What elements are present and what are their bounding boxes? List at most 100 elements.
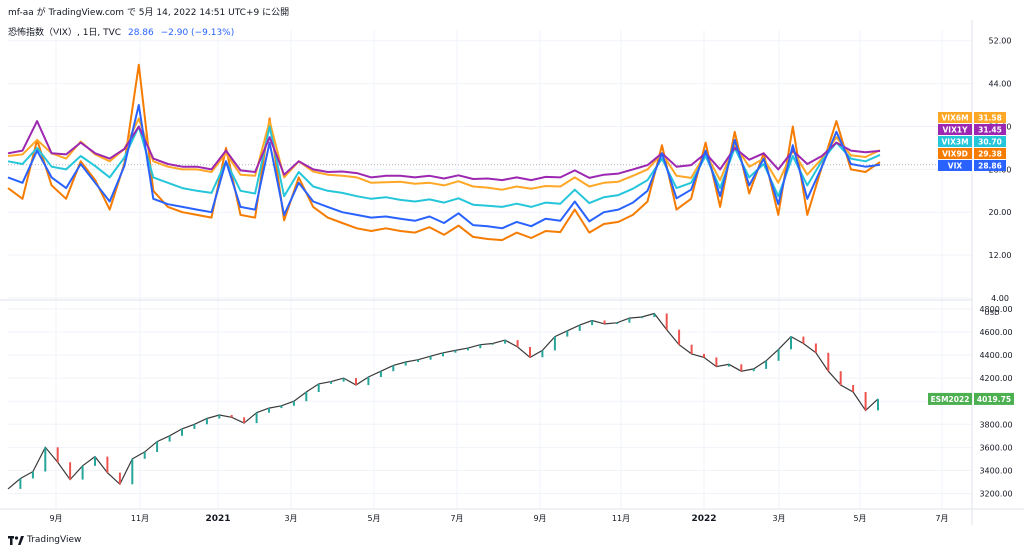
es-candle bbox=[864, 392, 867, 411]
es-y-tick-label: 4400.00 bbox=[979, 351, 1012, 360]
es-y-tick-label: 3200.00 bbox=[979, 489, 1012, 498]
series-value-label: 31.58 bbox=[978, 114, 1002, 123]
es-candle bbox=[131, 458, 134, 485]
es-candle bbox=[442, 352, 444, 357]
es-tag-name: ESM2022 bbox=[931, 395, 970, 404]
x-tick-label: 5月 bbox=[853, 514, 866, 523]
symbol-legend: 恐怖指数（VIX）, 1日, TVC 28.86 −2.90 (−9.13%) bbox=[8, 25, 234, 38]
vix-plot bbox=[7, 63, 881, 242]
vix-y-tick-label: 12.00 bbox=[989, 251, 1012, 260]
es-candle bbox=[230, 415, 233, 418]
publish-info: mf-aa が TradingView.com で 5月 14, 2022 14… bbox=[8, 8, 290, 18]
x-tick-label: 5月 bbox=[367, 514, 380, 523]
symbol-change: −2.90 (−9.13%) bbox=[160, 28, 235, 38]
tradingview-logo-icon bbox=[8, 535, 24, 545]
es-plot bbox=[7, 312, 879, 490]
es-candle bbox=[578, 325, 581, 331]
x-tick-label: 2021 bbox=[205, 514, 230, 524]
es-candle bbox=[342, 378, 345, 382]
es-candle bbox=[640, 317, 643, 319]
es-candle bbox=[106, 456, 109, 473]
series-tag-vix bbox=[938, 160, 972, 171]
series-value-label: 29.38 bbox=[978, 150, 1002, 159]
es-candle bbox=[628, 318, 631, 323]
es-candle bbox=[181, 428, 183, 436]
es-candle bbox=[379, 371, 382, 377]
es-candle bbox=[740, 364, 743, 372]
x-tick-label: 11月 bbox=[131, 514, 149, 523]
es-y-tick-label: 3600.00 bbox=[979, 443, 1012, 452]
es-candle bbox=[765, 360, 768, 369]
x-tick-label: 11月 bbox=[612, 514, 630, 523]
es-candle bbox=[317, 383, 320, 392]
es-candle bbox=[392, 365, 395, 372]
series-line-vix1y bbox=[7, 120, 881, 182]
es-candle bbox=[355, 378, 357, 385]
es-candle bbox=[566, 330, 569, 337]
es-candle bbox=[31, 471, 34, 479]
axes: 9月 11月 2021 3月 5月 7月 9月 11月 2022 3月 5月 7月 4.00 12.00 2… bbox=[0, 20, 1024, 525]
es-candle bbox=[69, 462, 72, 480]
es-candle bbox=[193, 424, 196, 429]
es-candle bbox=[56, 447, 59, 463]
es-candle bbox=[553, 336, 556, 351]
es-candle bbox=[678, 329, 681, 345]
es-y-tick-label: 3800.00 bbox=[979, 420, 1012, 429]
x-tick-label: 7月 bbox=[450, 514, 463, 523]
es-candle bbox=[839, 371, 842, 385]
es-candle bbox=[118, 472, 121, 485]
series-value-tag-vix1y bbox=[974, 124, 1006, 135]
es-candle bbox=[305, 392, 308, 402]
es-candle bbox=[777, 349, 780, 361]
es-candle bbox=[727, 364, 730, 367]
series-line-vix bbox=[7, 104, 881, 230]
x-tick-label: 3月 bbox=[284, 514, 297, 523]
vix-y-tick-label: 4.00 bbox=[991, 294, 1009, 303]
es-y-tick-label: 4600.00 bbox=[979, 328, 1012, 337]
es-candle bbox=[516, 340, 519, 347]
es-candle bbox=[94, 456, 96, 466]
es-candle bbox=[255, 412, 258, 424]
grid-lines bbox=[8, 30, 972, 509]
series-tag-vix3m bbox=[938, 136, 972, 147]
x-tick-label: 9月 bbox=[533, 514, 546, 523]
es-candle bbox=[280, 405, 283, 409]
series-tag-name: VIX6M bbox=[941, 114, 968, 123]
series-value-tag-vix6m bbox=[974, 112, 1006, 123]
series-value-tag-vix9d bbox=[974, 148, 1006, 159]
es-candle bbox=[367, 377, 370, 386]
es-candle bbox=[529, 347, 531, 358]
es-candle bbox=[429, 356, 432, 360]
es-candle bbox=[268, 408, 270, 413]
es-candle bbox=[814, 343, 817, 353]
series-tag-name: VIX bbox=[948, 162, 963, 171]
es-candle bbox=[466, 348, 469, 351]
es-candle bbox=[81, 465, 84, 480]
series-value-label: 30.70 bbox=[978, 138, 1002, 147]
es-candle bbox=[665, 313, 668, 330]
es-candle bbox=[504, 340, 507, 344]
es-candle bbox=[404, 362, 407, 366]
es-candle bbox=[715, 357, 718, 367]
series-tag-name: VIX3M bbox=[941, 138, 968, 147]
series-line-vix6m bbox=[7, 117, 881, 191]
es-candle bbox=[653, 313, 656, 317]
es-candle bbox=[690, 344, 693, 354]
es-candle bbox=[44, 447, 47, 472]
es-candle bbox=[143, 451, 146, 459]
vix-y-tick-label: 44.00 bbox=[989, 80, 1012, 89]
es-candle bbox=[603, 320, 606, 324]
series-value-label: 31.45 bbox=[978, 126, 1002, 135]
series-tag-name: VIX9D bbox=[942, 150, 968, 159]
footer-brand: TradingView bbox=[8, 535, 81, 545]
es-candle bbox=[479, 344, 482, 349]
es-y-tick-label: 3400.00 bbox=[979, 466, 1012, 475]
es-candle bbox=[877, 398, 879, 411]
es-candle bbox=[330, 381, 333, 384]
series-line-vix9d bbox=[7, 63, 881, 242]
series-tag-vix1y bbox=[938, 124, 972, 135]
es-candle bbox=[454, 350, 457, 353]
es-value-tag bbox=[974, 392, 1014, 405]
vix-y-tick-label: 52.00 bbox=[989, 37, 1012, 46]
